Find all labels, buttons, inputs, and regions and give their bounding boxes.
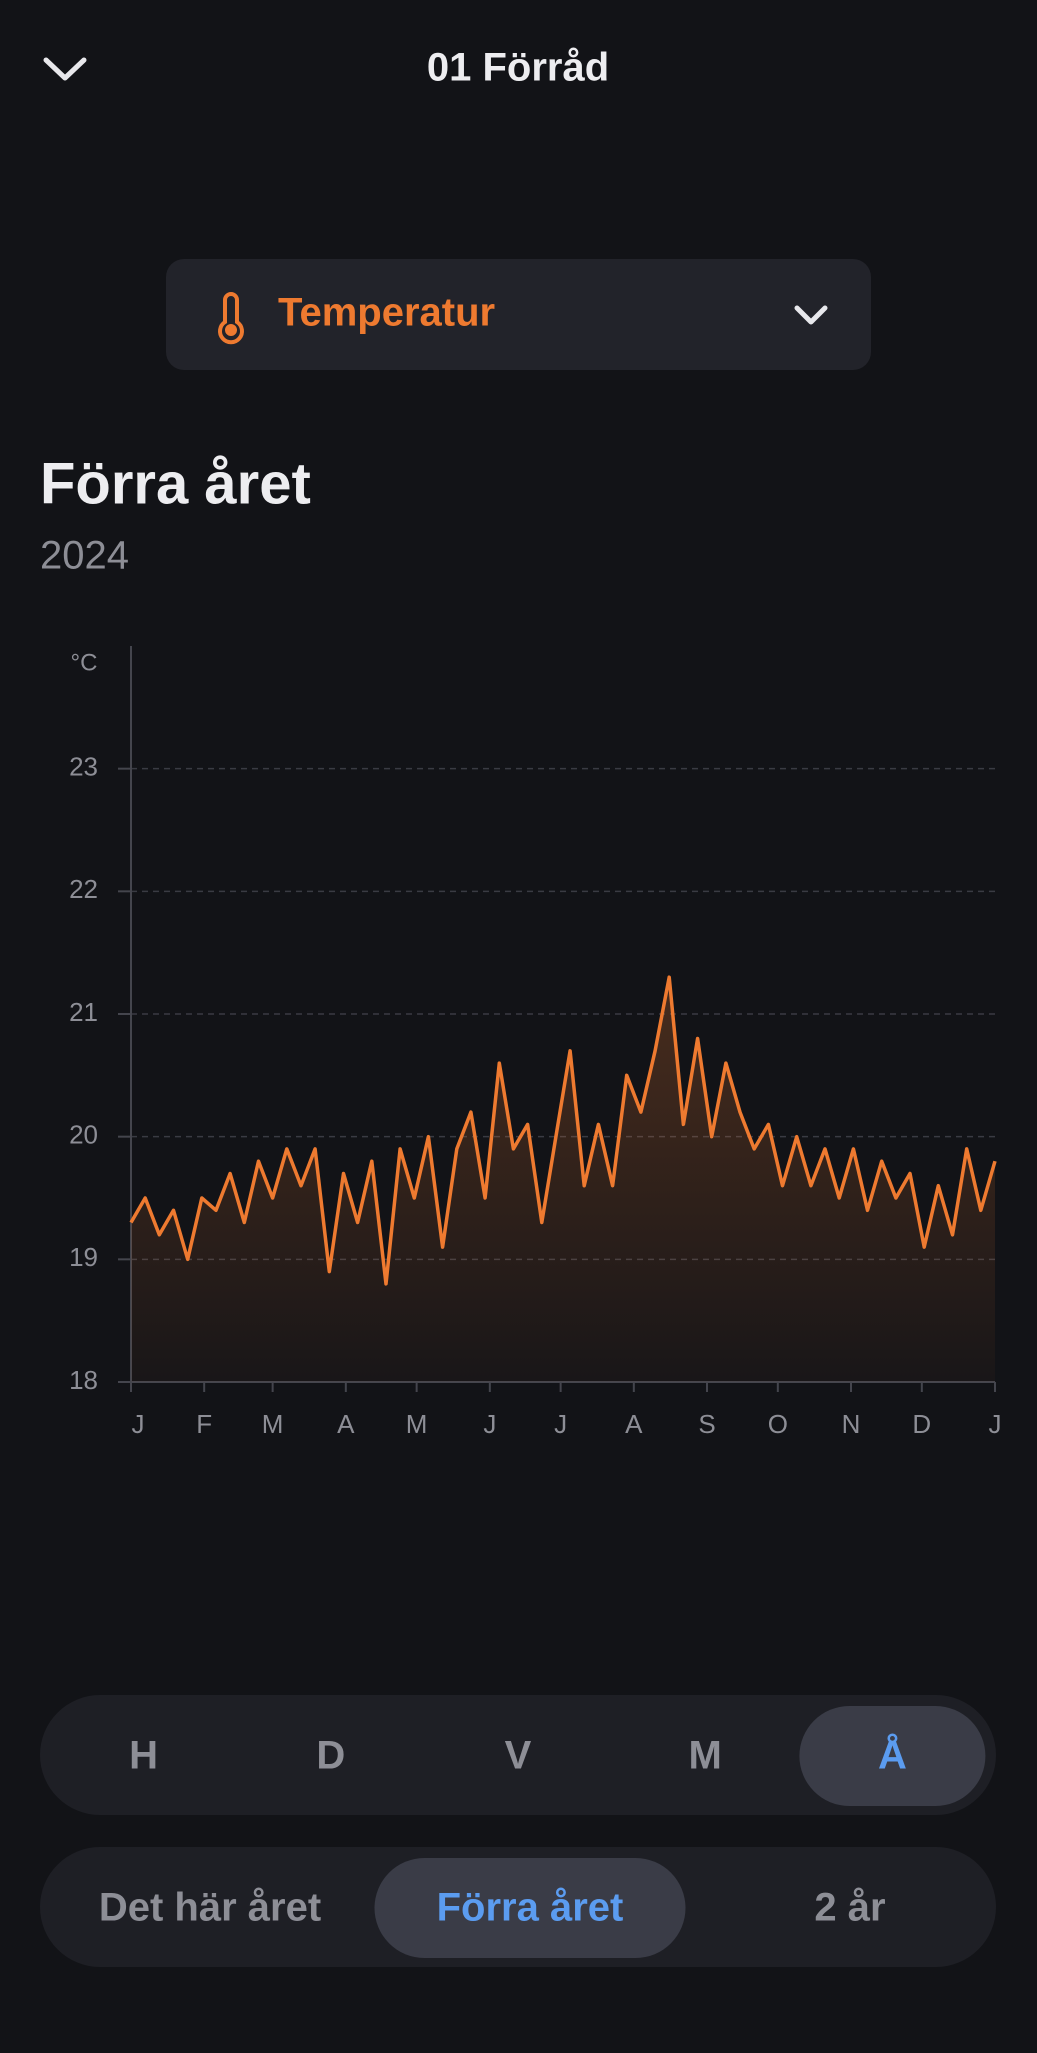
x-tick-label: F [196,1409,212,1439]
chart: 18 19 20 21 22 23 J F M A M J J A S O N D J [69,646,1002,1439]
period-title: Förra året [40,451,311,516]
selected-tab-pill [799,1706,986,1806]
x-tick-label: M [262,1409,284,1439]
x-tick-label: J [554,1409,567,1439]
period-subtitle: 2024 [40,534,129,578]
tab-label[interactable]: Det här året [99,1886,321,1930]
tab-label[interactable]: H [129,1734,158,1778]
x-tick-label: O [768,1409,788,1439]
x-tick-label: A [625,1409,643,1439]
x-tick-label: J [483,1409,496,1439]
tab-label[interactable]: Förra året [437,1886,624,1930]
tab-label[interactable]: V [505,1734,532,1778]
metric-label: Temperatur [278,291,495,335]
area-fill [131,977,995,1382]
tab-label[interactable]: 2 år [814,1886,885,1930]
y-tick-label: 23 [69,752,98,782]
x-tick-label: S [698,1409,715,1439]
x-tick-label: D [912,1409,931,1439]
y-tick-label: 21 [69,997,98,1027]
y-tick-label: 22 [69,874,98,904]
x-tick-label: A [337,1409,355,1439]
range-tab-group: Det här året Förra året 2 år [99,1858,886,1958]
metric-dropdown[interactable] [166,259,871,370]
tab-label[interactable]: D [316,1734,345,1778]
x-tick-label: J [989,1409,1002,1439]
x-tick-label: N [842,1409,861,1439]
header-title: 01 Förråd [427,46,609,90]
back-chevron[interactable] [43,57,87,81]
y-tick-label: 19 [69,1242,98,1272]
temperature-line [129,975,997,1286]
y-tick-label: 20 [69,1120,98,1150]
y-tick-label: 18 [69,1365,98,1395]
tab-label[interactable]: M [689,1734,722,1778]
selected-tab-pill [374,1858,686,1958]
tab-label[interactable]: Å [878,1733,907,1778]
y-unit: °C [71,649,98,676]
resolution-tabs [40,1695,996,1815]
x-tick-label: J [132,1409,145,1439]
x-tick-label: M [406,1409,428,1439]
dropdown-chevron [794,305,828,325]
thermometer-icon [218,292,244,345]
